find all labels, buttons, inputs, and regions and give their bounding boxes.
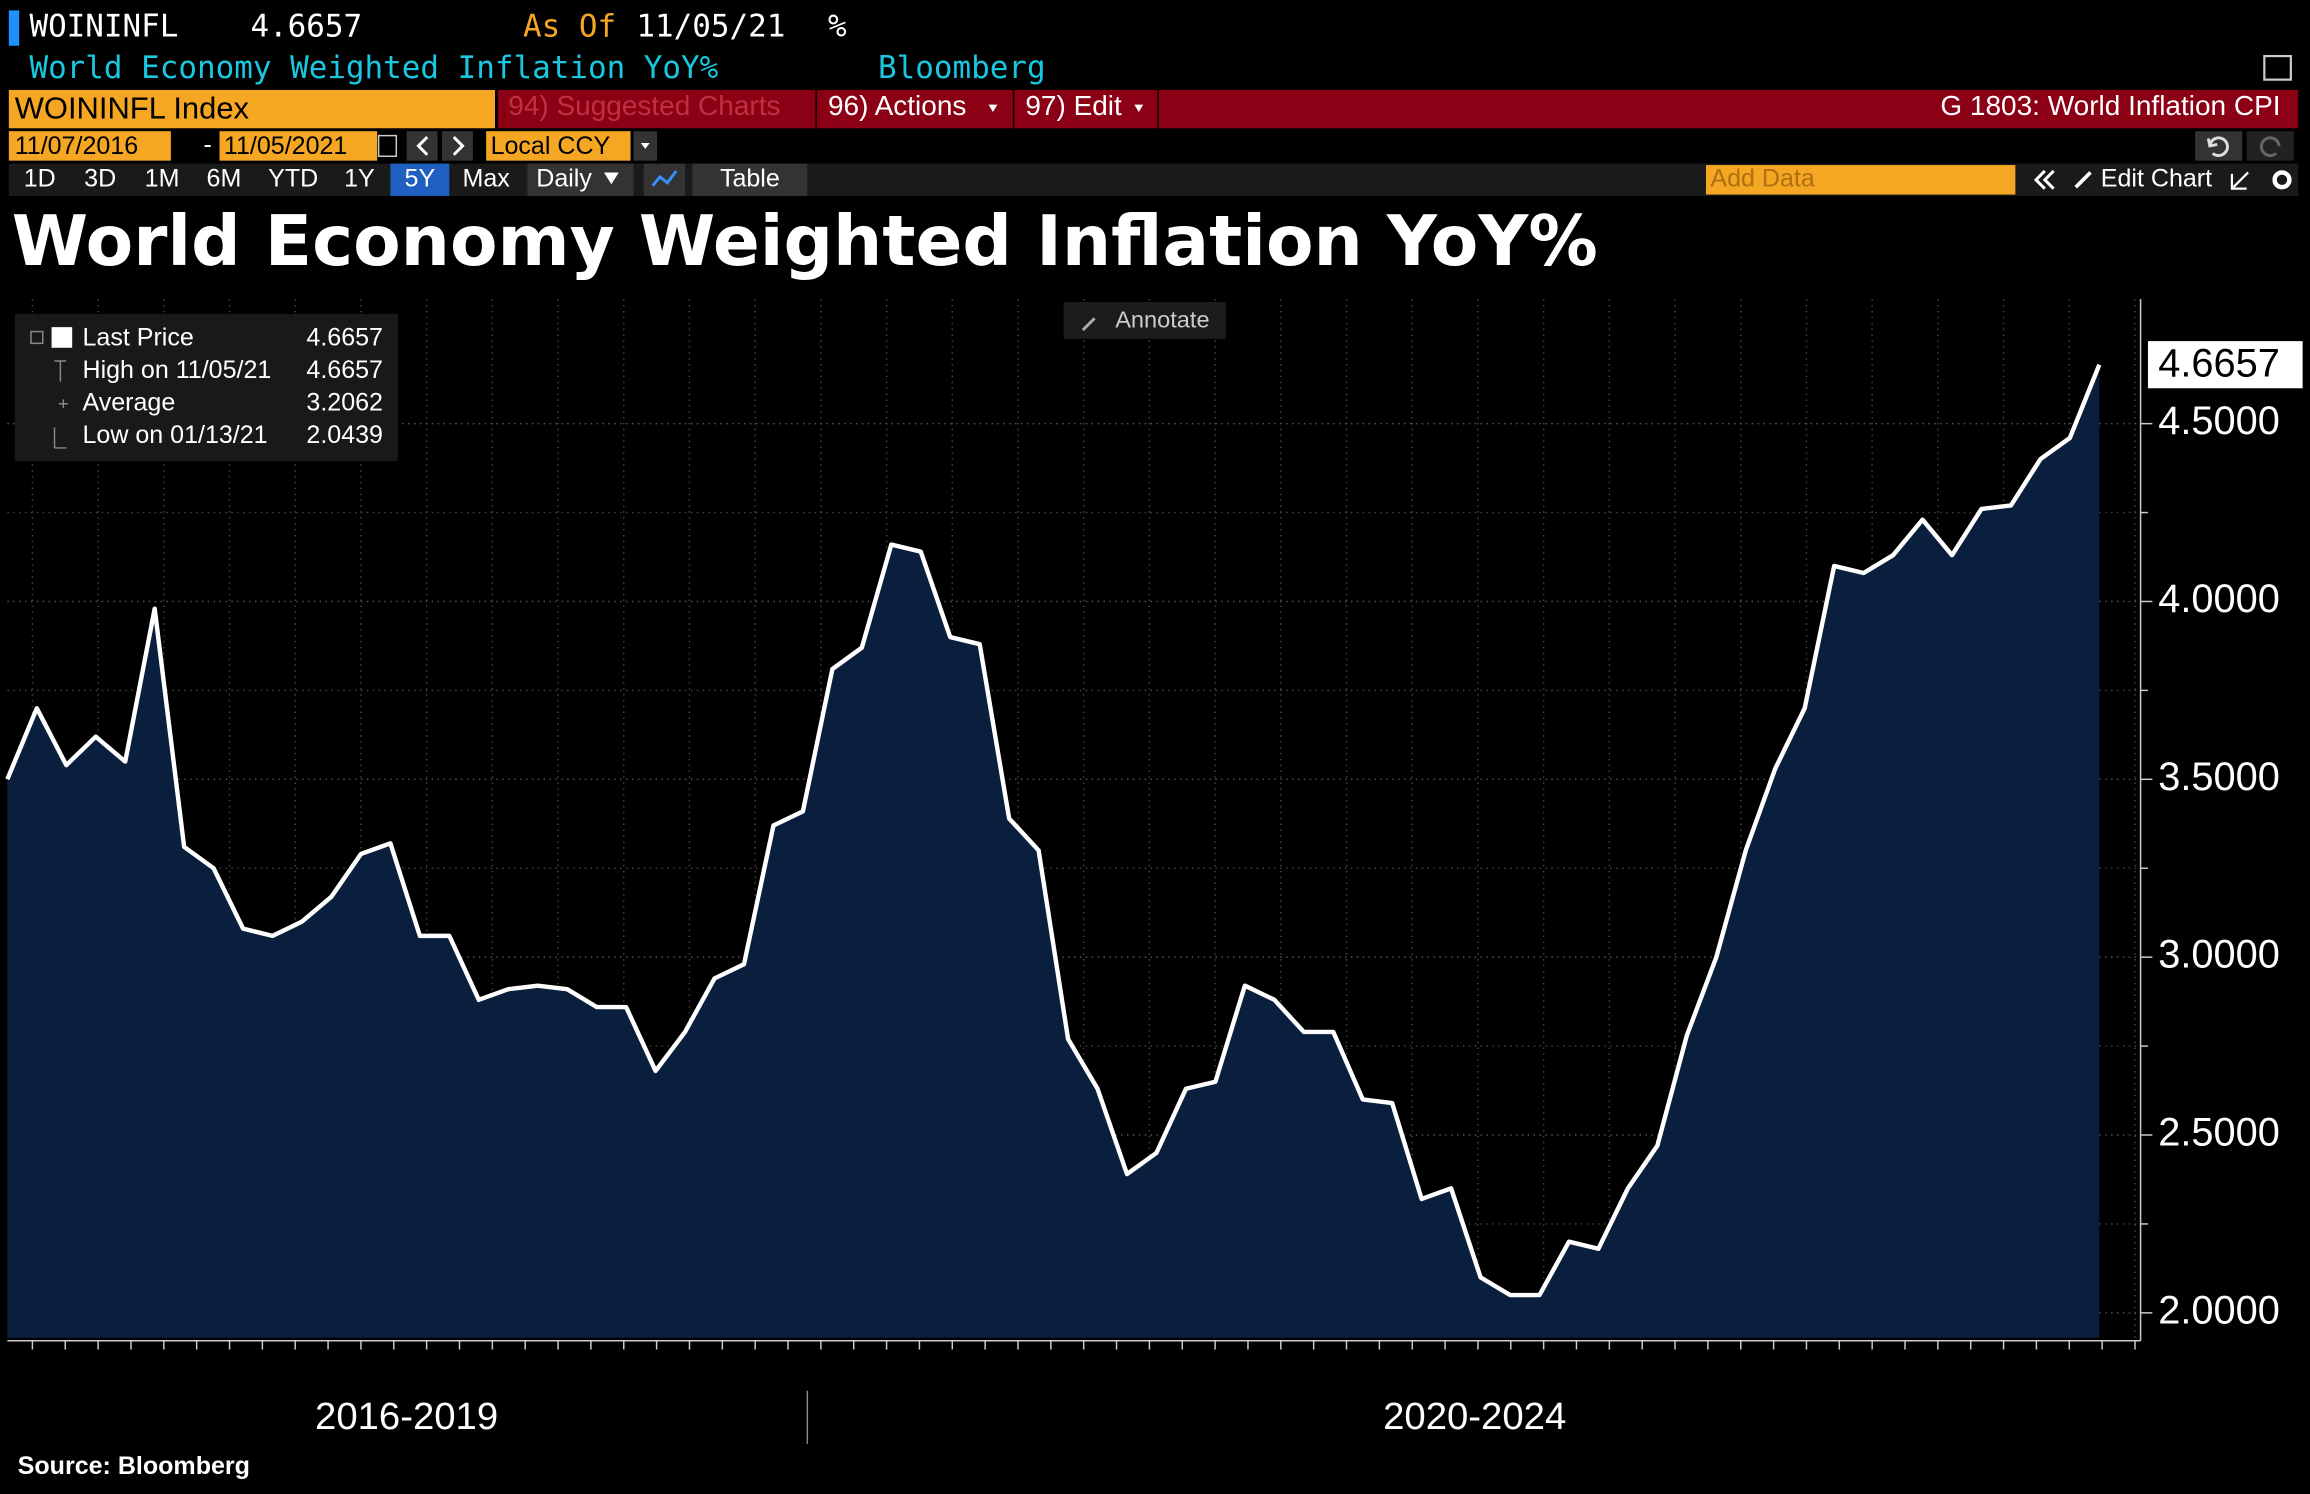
description: World Economy Weighted Inflation YoY% bbox=[29, 50, 718, 86]
gear-icon[interactable] bbox=[2272, 170, 2292, 190]
stat-label: Average bbox=[83, 388, 176, 416]
y-tick-label: 3.0000 bbox=[2158, 933, 2280, 977]
end-date: 11/05/2021 bbox=[224, 132, 347, 160]
source: Source: Bloomberg bbox=[18, 1452, 250, 1480]
cursor bbox=[8, 10, 20, 46]
price: 4.6657 bbox=[250, 9, 362, 45]
chart-type-icon bbox=[651, 170, 678, 187]
dropdown-arrow bbox=[988, 104, 998, 113]
frequency-box[interactable] bbox=[527, 163, 634, 197]
prev-arrow bbox=[416, 136, 429, 156]
security: WOININFL Index bbox=[15, 91, 250, 126]
as-of-date: 11/05/21 bbox=[636, 9, 785, 45]
unit: % bbox=[828, 9, 847, 45]
source-name: Bloomberg bbox=[878, 50, 1046, 86]
redo-icon bbox=[2259, 136, 2281, 157]
stat-label: High on 11/05/21 bbox=[83, 356, 272, 384]
stat-value: 3.2062 bbox=[306, 388, 383, 416]
dropdown-arrow bbox=[1134, 104, 1144, 113]
prev-button[interactable] bbox=[406, 131, 438, 161]
stat-value: 2.0439 bbox=[306, 421, 383, 449]
period-button[interactable]: YTD bbox=[268, 164, 318, 192]
start-date: 11/07/2016 bbox=[15, 132, 138, 160]
popout-icon[interactable] bbox=[2263, 54, 2292, 81]
period-button[interactable]: 3D bbox=[84, 164, 116, 192]
page-title: G 1803: World Inflation CPI bbox=[1940, 90, 2280, 121]
ticker: WOININFL bbox=[29, 9, 178, 45]
stat-icons bbox=[53, 360, 68, 449]
security-box[interactable] bbox=[8, 89, 495, 129]
stat-label: Low on 01/13/21 bbox=[83, 421, 268, 449]
edit-chart[interactable]: Edit Chart bbox=[2101, 164, 2212, 192]
legend-swatch bbox=[51, 327, 73, 348]
currency-box[interactable] bbox=[486, 131, 631, 161]
edit-menu[interactable]: 97) Edit bbox=[1025, 90, 1122, 121]
x-group-label: 2020-2024 bbox=[1383, 1395, 1566, 1438]
stat-value: 4.6657 bbox=[306, 356, 383, 384]
table: Table bbox=[720, 164, 780, 192]
period-button[interactable]: 6M bbox=[207, 164, 242, 192]
y-tick-label: 2.5000 bbox=[2158, 1111, 2280, 1155]
next-arrow bbox=[452, 136, 465, 156]
date-separator: - bbox=[204, 131, 212, 159]
period-button[interactable]: Max bbox=[463, 164, 511, 192]
pencil-icon bbox=[2074, 171, 2092, 189]
end-date-box[interactable] bbox=[219, 131, 378, 161]
last-value-label: 4.6657 bbox=[2158, 342, 2280, 386]
y-tick-label: 3.5000 bbox=[2158, 755, 2280, 799]
line bbox=[5, 363, 2102, 1298]
x-group-label: 2016-2019 bbox=[315, 1395, 498, 1438]
currency: Local CCY bbox=[491, 132, 611, 160]
next-button[interactable] bbox=[441, 131, 473, 161]
actions-menu[interactable]: 96) Actions bbox=[828, 90, 966, 121]
frequency: Daily bbox=[536, 164, 592, 192]
y-tick-label: 4.5000 bbox=[2158, 399, 2280, 443]
period-button[interactable]: 1M bbox=[145, 164, 180, 192]
area bbox=[7, 364, 2100, 1338]
add-data: Add Data bbox=[1710, 164, 1814, 192]
legend-box bbox=[14, 313, 398, 462]
settings-icon[interactable] bbox=[2230, 171, 2249, 190]
pencil-icon bbox=[1081, 317, 1096, 332]
dropdown-arrow bbox=[640, 142, 650, 149]
legend-label: Last Price bbox=[83, 324, 194, 352]
undo-icon bbox=[2206, 136, 2229, 157]
calendar-icon[interactable] bbox=[377, 134, 398, 157]
menu-bar bbox=[497, 89, 2299, 129]
dropdown-arrow bbox=[604, 172, 619, 185]
calendar-icon[interactable] bbox=[171, 134, 191, 157]
legend-value: 4.6657 bbox=[306, 324, 383, 352]
period-button[interactable]: 5Y bbox=[405, 164, 436, 192]
last-value-box bbox=[2147, 341, 2303, 389]
legend-collapse[interactable] bbox=[30, 330, 44, 345]
add-data-box[interactable] bbox=[1705, 165, 2016, 195]
as-of-label: As Of bbox=[523, 9, 616, 45]
period-button[interactable]: 1D bbox=[24, 164, 56, 192]
annotate: Annotate bbox=[1115, 306, 1209, 332]
collapse-icon[interactable] bbox=[2033, 169, 2055, 190]
period-button[interactable]: 1Y bbox=[344, 164, 375, 192]
plot: 2.0000 2.5000 3.0000 3.5000 4.0000 4.5000 4.66… bbox=[5, 299, 2303, 1350]
active-period bbox=[390, 163, 450, 197]
periods: 1D 3D 1M 6M YTD 1Y 5Y Max bbox=[24, 164, 511, 192]
y-tick-label: 2.0000 bbox=[2158, 1288, 2280, 1332]
table-button[interactable] bbox=[692, 163, 808, 197]
suggested-charts[interactable]: 94) Suggested Charts bbox=[508, 90, 780, 121]
start-date-box[interactable] bbox=[8, 131, 171, 161]
y-tick-label: 4.0000 bbox=[2158, 577, 2280, 621]
chart-title: World Economy Weighted Inflation YoY% bbox=[12, 202, 1598, 282]
